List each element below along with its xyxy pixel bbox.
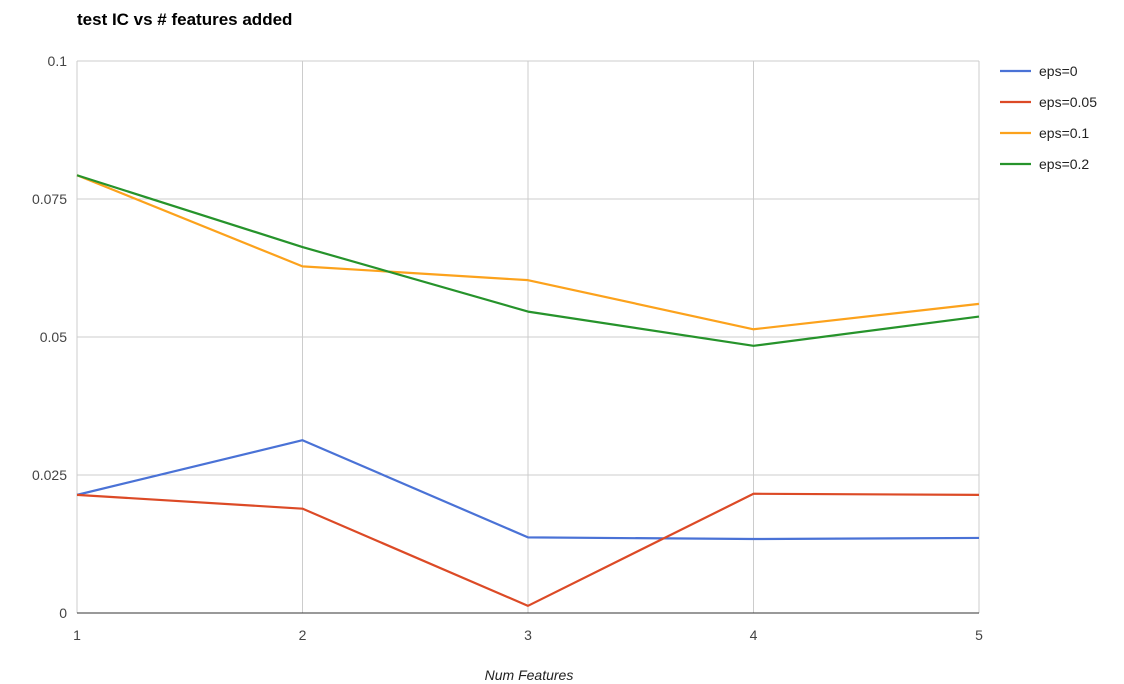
series-line-eps=0.2: [76, 174, 980, 347]
series-line-eps=0: [76, 439, 980, 541]
x-tick-label: 5: [975, 627, 983, 643]
x-tick-label: 4: [750, 627, 758, 643]
legend-label: eps=0.2: [1039, 156, 1089, 172]
y-tick-label: 0.025: [32, 467, 67, 483]
legend: eps=0 eps=0.05 eps=0.1 eps=0.2: [1000, 63, 1097, 172]
chart-title: test IC vs # features added: [77, 10, 293, 29]
x-tick-label: 3: [524, 627, 532, 643]
y-tick-label: 0.075: [32, 191, 67, 207]
x-tick-label: 2: [299, 627, 307, 643]
y-tick-label: 0.1: [48, 53, 68, 69]
legend-label: eps=0.1: [1039, 125, 1089, 141]
series-lines: [76, 174, 980, 607]
y-tick-label: 0.05: [40, 329, 67, 345]
series-line-eps=0.05: [76, 492, 980, 607]
series-line-eps=0.1: [76, 174, 980, 331]
x-axis-title: Num Features: [485, 667, 574, 683]
x-tick-label: 1: [73, 627, 81, 643]
axes: 0 0.025 0.05 0.075 0.1 1 2 3 4 5: [32, 53, 983, 643]
grid: [76, 60, 980, 613]
legend-label: eps=0.05: [1039, 94, 1097, 110]
legend-label: eps=0: [1039, 63, 1078, 79]
y-tick-label: 0: [59, 605, 67, 621]
